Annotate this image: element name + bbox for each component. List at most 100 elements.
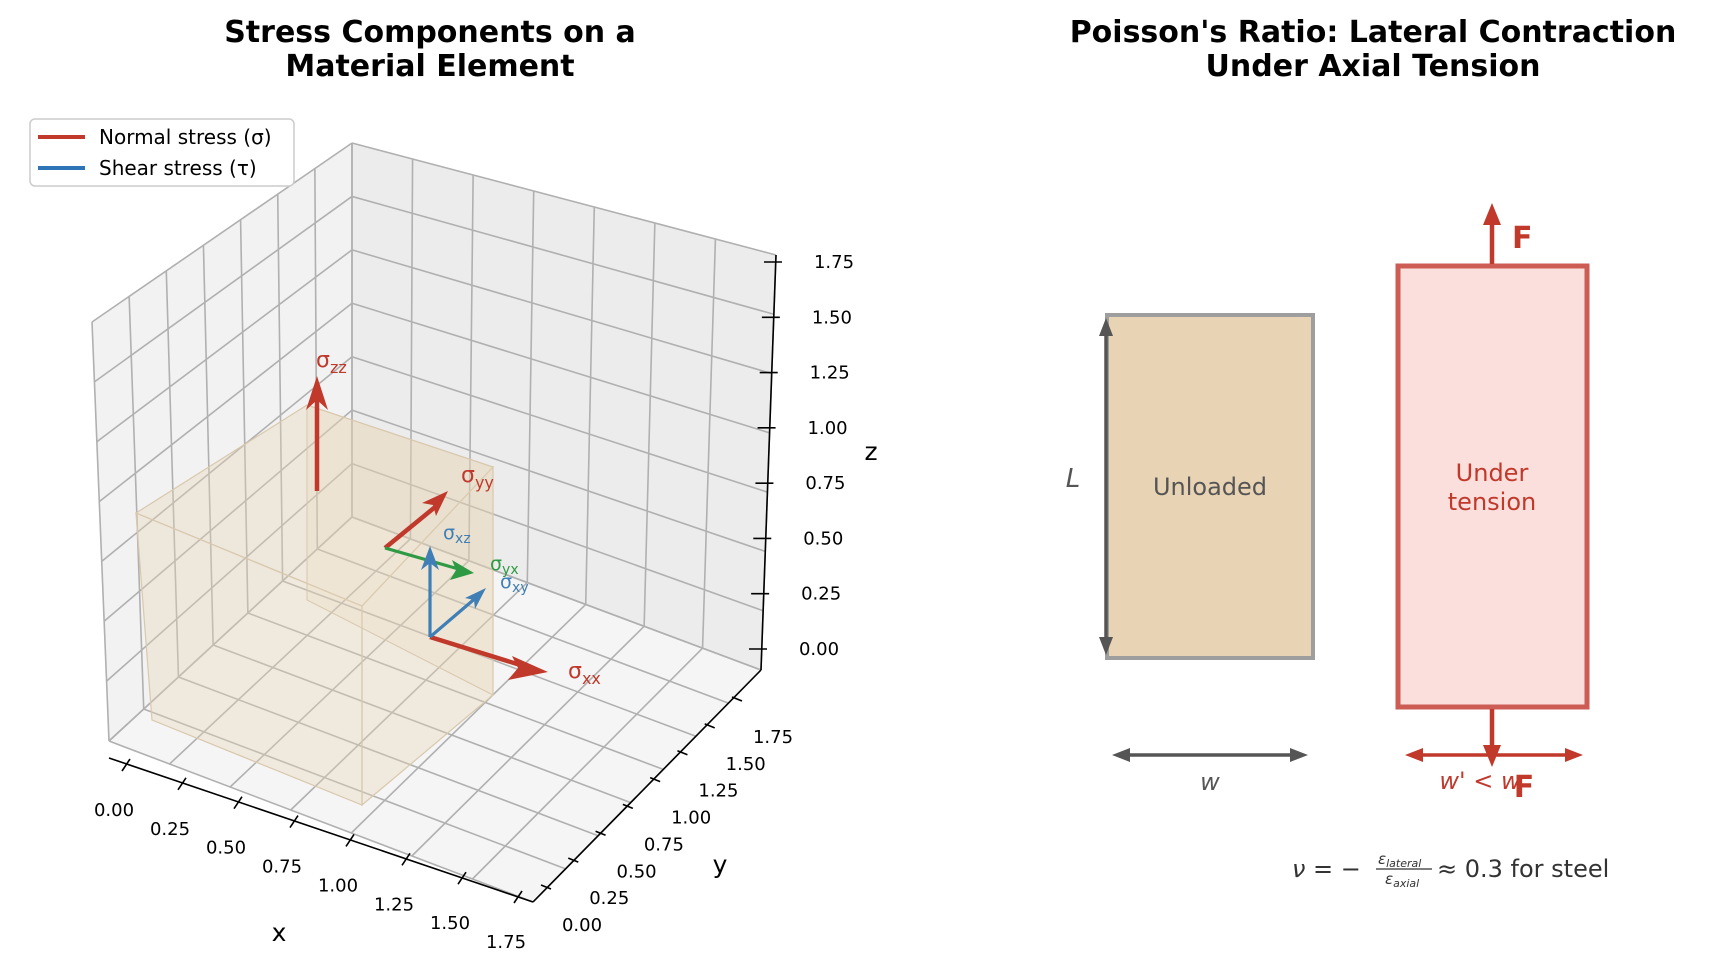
formula-denominator: εaxial: [1385, 870, 1419, 890]
width-label: w: [1200, 768, 1220, 796]
right-title-line1: Poisson's Ratio: Lateral Contraction: [1070, 15, 1677, 50]
width-prime-arrowhead-left: [1405, 748, 1423, 762]
y-tick-label: 1.50: [726, 754, 766, 775]
grid-line: [643, 222, 656, 627]
stress-labels: σzz σyy σxx σxz σyx σxy: [316, 348, 601, 688]
sigma-yy-arrowhead: [422, 491, 448, 516]
grid-line: [108, 740, 534, 903]
right-panel: Poisson's Ratio: Lateral Contraction Und…: [1066, 15, 1677, 890]
z-tick-label: 1.75: [814, 252, 854, 273]
unloaded-block: [1105, 313, 1315, 660]
y-tick-mark: [567, 857, 579, 863]
left-title-line1: Stress Components on a: [224, 15, 636, 50]
x-tick-mark: [345, 833, 355, 847]
y-tick-mark: [540, 884, 552, 890]
grid-line: [351, 302, 770, 434]
z-tick-label: 0.75: [805, 473, 845, 494]
stress-arrows: [306, 376, 548, 680]
y-tick-mark: [622, 803, 634, 810]
formula-rhs: ≈ 0.3 for steel: [1437, 855, 1609, 883]
x-tick-label: 1.75: [486, 932, 526, 953]
pane-floor: [109, 517, 761, 902]
sigma-yx-arrowhead: [450, 560, 474, 580]
x-tick-label: 0.00: [94, 800, 134, 821]
sigma-xy-arrow: [428, 594, 480, 639]
grid-line: [411, 625, 645, 857]
right-title-line2: Under Axial Tension: [1206, 49, 1541, 84]
x-tick-mark: [289, 815, 299, 829]
tension-label-line2: tension: [1448, 488, 1536, 516]
grid-line: [701, 238, 717, 649]
y-tick-label: 0.25: [589, 888, 629, 909]
y-tick-mark: [677, 749, 688, 756]
grid-line: [98, 302, 353, 503]
grid-line: [351, 142, 777, 256]
x-tick-label: 1.50: [430, 913, 470, 934]
y-tick-label: 1.75: [753, 727, 793, 748]
grid-line: [290, 581, 528, 811]
sigma-yy-label: σyy: [461, 463, 494, 492]
top-force-label: F: [1512, 221, 1533, 256]
width-arrowhead-left: [1112, 748, 1130, 762]
grid-line: [351, 195, 775, 316]
length-arrowhead-top: [1099, 318, 1113, 336]
x-tick-mark: [121, 758, 131, 772]
grid-line: [282, 580, 697, 738]
z-tick-label: 0.00: [799, 639, 839, 660]
left-panel: Stress Components on a Material Element …: [29, 15, 878, 953]
x-axis-label: x: [272, 918, 287, 947]
z-tick-label: 1.50: [812, 307, 852, 328]
poisson-formula: ν = − εlateral εaxial ≈ 0.3 for steel: [1292, 850, 1609, 890]
legend-normal-label: Normal stress (σ): [99, 125, 272, 149]
grid-line: [178, 676, 599, 837]
x-tick-label: 1.00: [318, 875, 358, 896]
grid-line: [101, 356, 353, 563]
y-tick-mark: [595, 830, 606, 837]
sigma-xx-arrowhead: [508, 656, 548, 680]
width-prime-arrowhead-right: [1565, 748, 1583, 762]
grid-line: [91, 321, 110, 742]
material-element-cube: [134, 404, 495, 807]
x-tick-mark: [457, 871, 467, 885]
length-label: L: [1066, 464, 1081, 494]
x-tick-mark: [233, 796, 243, 810]
grid-line: [143, 708, 566, 870]
grid-line: [351, 249, 772, 375]
grid-line: [350, 603, 587, 834]
y-axis-label: y: [713, 850, 728, 879]
z-axis-line: [760, 254, 777, 671]
width-prime-label: w' < w: [1439, 767, 1521, 795]
sigma-yx-arrow: [384, 546, 463, 572]
grid-line: [91, 142, 353, 323]
x-tick-label: 0.25: [150, 819, 190, 840]
pane-back: [352, 143, 776, 670]
grid-line: [351, 409, 766, 553]
sigma-yy-arrow: [383, 501, 442, 550]
formula-lhs: ν = −: [1292, 855, 1361, 883]
length-arrowhead-bottom: [1099, 637, 1113, 655]
left-title-line2: Material Element: [285, 49, 574, 84]
width-arrowhead-right: [1290, 748, 1308, 762]
x-tick-mark: [177, 777, 187, 791]
grid-line: [106, 462, 353, 682]
z-tick-label: 0.50: [803, 528, 843, 549]
sigma-zz-label: σzz: [316, 348, 347, 377]
grid-line: [212, 644, 631, 804]
z-axis-label: z: [864, 437, 877, 466]
grid-line: [409, 158, 414, 539]
z-tick-label: 0.25: [801, 584, 841, 605]
sigma-xz-arrowhead: [421, 546, 439, 570]
y-tick-label: 0.00: [562, 915, 602, 936]
pane-left: [92, 143, 352, 741]
y-tick-mark: [649, 776, 661, 783]
grid-line: [351, 462, 764, 612]
grid-line: [93, 195, 353, 383]
grid-line: [108, 516, 353, 742]
grid-line: [471, 647, 704, 880]
grid-line: [202, 245, 214, 646]
grid-line: [239, 219, 249, 614]
x-tick-label: 0.50: [206, 838, 246, 859]
y-tick-label: 1.25: [698, 781, 738, 802]
top-force-arrowhead: [1483, 203, 1501, 225]
